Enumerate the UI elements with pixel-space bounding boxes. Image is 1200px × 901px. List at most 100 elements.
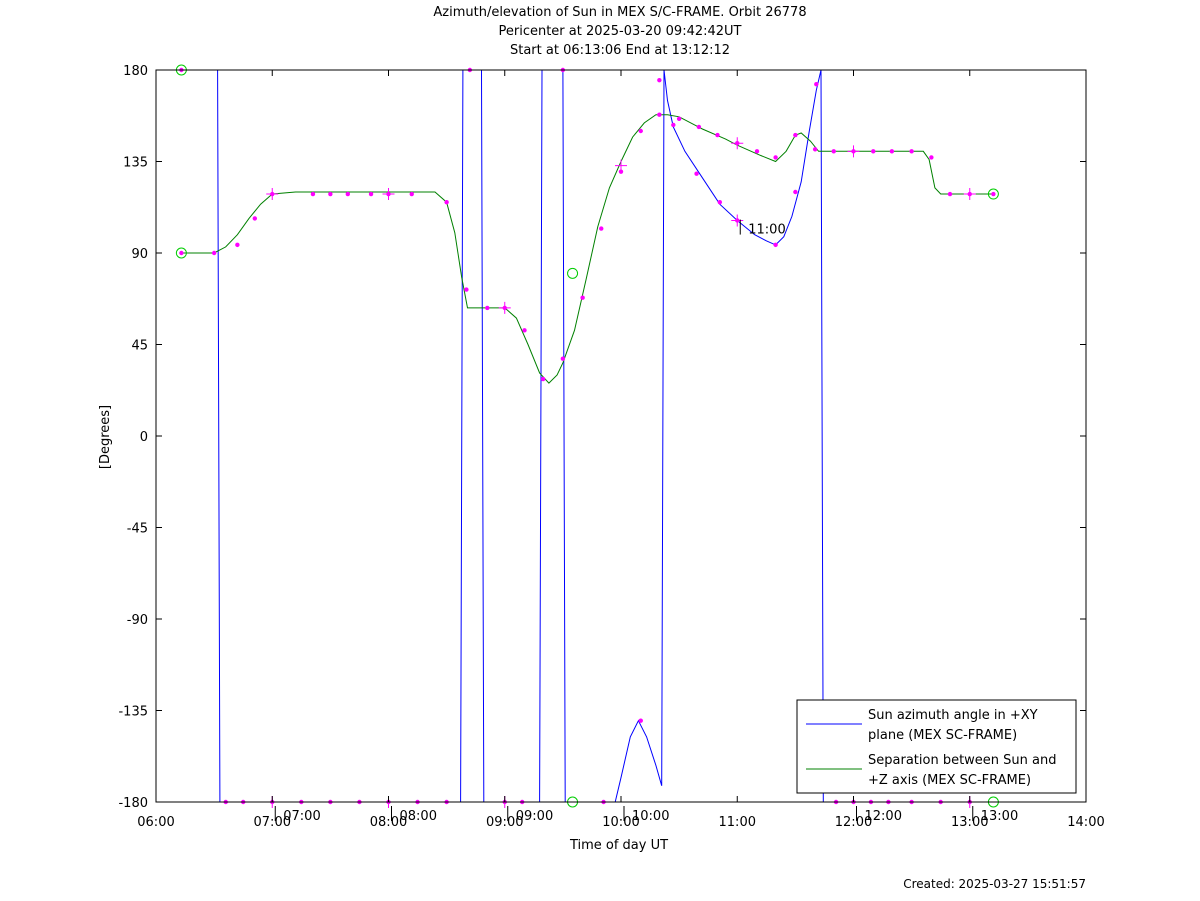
data-point-marker [409,191,414,197]
hour-annotation-label: 08:00 [400,809,437,824]
y-tick-label: 0 [140,430,148,445]
series-line [663,69,822,246]
series-line [462,69,543,803]
hour-cross-marker [963,188,976,201]
y-tick-label: -180 [118,796,148,811]
hour-cross-marker [847,145,860,158]
hour-cross-marker [731,214,744,227]
data-point-marker [814,82,819,87]
hour-cross-marker [382,188,395,201]
legend: Sun azimuth angle in +XY plane (MEX SC-FR… [796,699,1077,794]
y-tick-label: -90 [127,613,148,628]
data-point-marker [754,149,760,154]
data-point-marker [618,169,624,174]
data-point-marker [676,116,682,122]
data-point-marker [235,242,240,248]
plot-frame [155,69,1087,803]
chart-title-line-3: Start at 06:13:06 End at 13:12:12 [509,43,731,58]
data-point-marker [694,171,699,176]
data-point-marker [831,149,836,154]
data-point-marker [179,250,184,256]
data-point-marker [773,242,778,248]
series-layer [175,64,999,808]
series-line [181,69,464,803]
hour-annotation-label: 07:00 [283,809,320,824]
axes-layer: 06:00 07:00 08:00 09:00 10:00 11:00 12:00 13:00… [118,64,1104,830]
legend-entry-label: Sun azimuth angle in +XY [868,708,1038,723]
x-tick-label: 06:00 [137,815,174,830]
hour-cross-marker [615,159,627,172]
legend-entry-label: plane (MEX SC-FRAME) [868,728,1017,743]
data-point-marker [793,132,798,138]
x-axis-label: Time of day UT [569,838,668,853]
hour-annotation-label: 12:00 [865,809,902,824]
x-tick-label: 07:00 [254,815,291,830]
hour-annotation-label: 10:00 [632,809,669,824]
data-point-marker [560,356,566,361]
hour-annotation-label: 09:00 [516,809,553,824]
data-point-marker [909,149,914,154]
data-point-marker [252,216,258,221]
data-point-marker [717,199,723,205]
x-tick-label: 13:00 [951,815,988,830]
y-tick-label: 90 [131,247,148,262]
data-point-marker [345,191,351,197]
x-tick-label: 14:00 [1067,815,1104,830]
data-point-marker [889,149,895,154]
data-point-marker [638,128,643,134]
endpoint-marker [567,267,579,279]
y-tick-label: -45 [127,522,148,537]
data-point-marker [211,250,217,256]
hour-cross-marker [266,188,279,201]
data-point-marker [991,191,996,197]
data-point-marker [657,77,662,83]
data-point-marker [599,226,604,231]
x-tick-label: 10:00 [602,815,639,830]
legend-box [796,699,1077,794]
x-tick-label: 08:00 [370,815,407,830]
chart-title-line-2: Pericenter at 2025-03-20 09:42:42UT [498,24,742,39]
created-timestamp: Created: 2025-03-27 15:51:57 [903,877,1086,891]
series-line [542,69,665,803]
data-point-marker [485,305,490,311]
series-line [820,69,994,803]
y-tick-label: 135 [123,156,148,171]
data-point-marker [657,112,662,117]
hour-annotation-label: 13:00 [981,809,1018,824]
x-tick-label: 12:00 [835,815,872,830]
hour-annotation-label: 11:00 [748,223,785,238]
series-line [181,114,994,384]
data-point-marker [310,191,316,197]
data-point-marker [540,376,546,382]
data-point-marker [464,287,469,292]
y-axis-label: [Degrees] [98,405,113,469]
x-tick-label: 09:00 [486,815,523,830]
endpoint-marker [987,188,999,200]
data-point-marker [696,124,702,130]
y-tick-label: 45 [131,339,148,354]
data-point-marker [812,147,818,152]
data-point-marker [715,132,720,138]
data-point-marker [793,189,798,195]
hour-cross-marker [498,301,511,314]
data-point-marker [871,149,876,154]
data-point-marker [773,155,778,160]
data-point-marker [444,199,449,205]
data-point-marker [368,191,374,197]
data-point-marker [638,718,643,723]
endpoint-marker [175,247,187,259]
y-tick-label: 180 [123,64,148,79]
legend-entry-label: +Z axis (MEX SC-FRAME) [868,773,1031,788]
data-point-marker [671,122,676,128]
data-point-marker [580,295,585,300]
data-point-marker [522,328,527,333]
y-tick-label: -135 [118,705,148,720]
hour-cross-marker [731,137,744,150]
chart-title-line-1: Azimuth/elevation of Sun in MEX S/C-FRAM… [433,5,807,20]
data-point-marker [929,155,934,160]
data-point-marker [328,191,333,197]
data-point-marker [947,191,953,197]
x-tick-label: 11:00 [719,815,756,830]
legend-entry-label: Separation between Sun and [868,753,1056,768]
